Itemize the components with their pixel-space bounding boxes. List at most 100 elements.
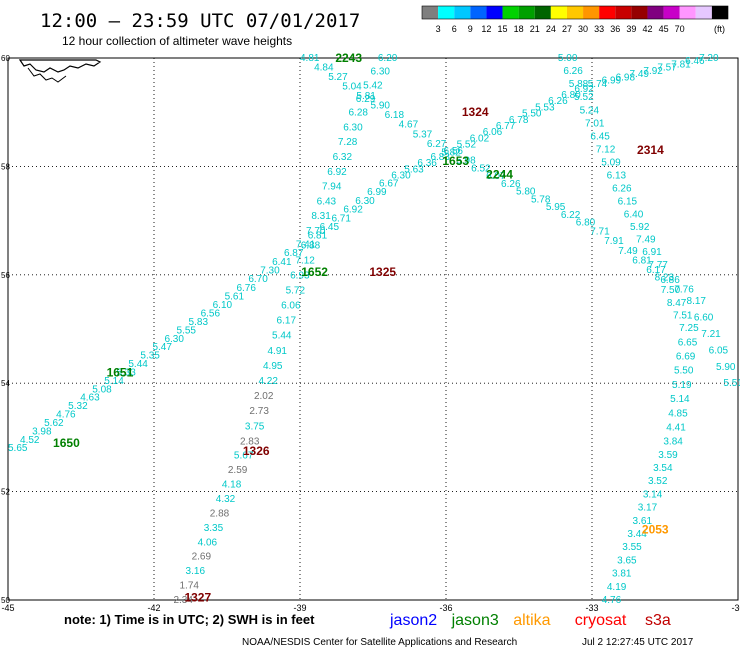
- swh-value: 7.28: [338, 137, 358, 148]
- swh-value: 6.18: [385, 110, 405, 121]
- swh-value: 6.71: [331, 213, 351, 224]
- swh-value: 6.56: [201, 309, 221, 320]
- longitude-tick-label: -42: [147, 603, 160, 613]
- swh-value: 7.21: [701, 329, 721, 340]
- swh-value: 5.37: [413, 129, 433, 140]
- swh-value: 7.57: [657, 63, 677, 74]
- swh-value: 3.44: [627, 529, 647, 540]
- latitude-tick-label: 54: [1, 379, 10, 388]
- colorbar-tick: 30: [578, 24, 588, 34]
- swh-value: 7.49: [618, 246, 638, 257]
- swh-value: 5.50: [674, 366, 694, 377]
- pass-id-label: 1324: [462, 105, 489, 119]
- swh-value: 6.87: [284, 248, 304, 259]
- swh-value: 5.09: [601, 158, 621, 169]
- pass-id-label: 1652: [301, 265, 328, 279]
- swh-value: 3.54: [653, 463, 673, 474]
- swh-value: 5.82: [441, 148, 461, 159]
- swh-value: 5.44: [272, 331, 292, 342]
- colorbar-unit: (ft): [714, 24, 725, 34]
- swh-value: 5.08: [92, 384, 112, 395]
- swh-value: 5.81: [356, 91, 376, 102]
- swh-value: 6.30: [343, 122, 363, 133]
- pass-id-label: 2053: [642, 523, 669, 537]
- swh-value: 6.07: [486, 171, 506, 182]
- longitude-tick-label: -33: [585, 603, 598, 613]
- colorbar-swatch: [518, 6, 535, 19]
- swh-value: 5.90: [370, 101, 390, 112]
- swh-value: 6.77: [496, 121, 516, 132]
- colorbar-tick: 70: [675, 24, 685, 34]
- swh-value: 6.45: [320, 222, 340, 233]
- colorbar-tick: 33: [594, 24, 604, 34]
- swh-value: 3.17: [638, 503, 658, 514]
- satellite-name: altika: [513, 612, 550, 629]
- pass-id-label: 1650: [53, 436, 80, 450]
- colorbar-swatch: [599, 6, 616, 19]
- swh-value: 5.50: [522, 109, 542, 120]
- swh-value: 6.06: [483, 127, 503, 138]
- swh-value: 4.91: [268, 346, 288, 357]
- swh-value: 5.78: [531, 194, 551, 205]
- pass-labels: 2243 1324 2314 1653 2244 1652 1325 1651 1650 1326…: [53, 51, 669, 604]
- swh-value: 6.30: [355, 196, 375, 207]
- swh-value: 6.67: [379, 179, 399, 190]
- swh-value: 6.46: [685, 56, 705, 67]
- latitude-tick-label: 58: [1, 162, 10, 171]
- swh-value: 3.55: [622, 542, 642, 553]
- swh-value: 8.47: [667, 298, 687, 309]
- colorbar-swatch: [502, 6, 519, 19]
- swh-value: 3.84: [663, 437, 683, 448]
- footer-note: note: 1) Time is in UTC; 2) SWH is in fe…: [64, 612, 315, 627]
- swh-value: 6.88: [301, 241, 321, 252]
- colorbar-tick: 15: [498, 24, 508, 34]
- colorbar-swatch: [438, 6, 455, 19]
- swh-value: 7.25: [679, 323, 699, 334]
- swh-value: 6.92: [327, 167, 347, 178]
- swh-value: 6.13: [607, 171, 627, 182]
- swh-value: 7.50: [661, 285, 681, 296]
- swh-value: 6.20: [378, 53, 398, 64]
- colorbar-swatch: [534, 6, 551, 19]
- swh-value: 5.67: [234, 451, 254, 462]
- swh-value: 6.43: [317, 196, 337, 207]
- swh-value: 6.80: [576, 218, 596, 229]
- swh-value: 4.19: [607, 582, 627, 593]
- swh-value: 6.27: [427, 139, 447, 150]
- graticule: [8, 58, 738, 600]
- swh-value: 6.10: [213, 300, 233, 311]
- satellite-name: s3a: [645, 612, 671, 629]
- swh-value: 6.32: [333, 152, 353, 163]
- colorbar-tick: 27: [562, 24, 572, 34]
- longitude-labels: -45 -42 -39 -36 -33 -30: [1, 603, 740, 613]
- swh-value: 5.19: [672, 380, 692, 391]
- swh-value: 6.70: [248, 274, 268, 285]
- pass-id-label: 1325: [369, 265, 396, 279]
- satellite-name: cryosat: [575, 612, 627, 629]
- swh-value: 6.93: [290, 270, 310, 281]
- swh-value: 5.90: [716, 362, 736, 373]
- swh-value: 4.63: [80, 393, 100, 404]
- swh-value: 6.99: [602, 76, 622, 87]
- swh-value: 3.81: [612, 569, 632, 580]
- swh-value: 6.36: [417, 158, 437, 169]
- swh-value: 5.42: [363, 80, 383, 91]
- swh-value: 7.12: [295, 255, 315, 266]
- swh-value: 5.88: [569, 79, 589, 90]
- swh-value: 5.53: [535, 102, 555, 113]
- swh-value: 6.30: [391, 171, 411, 182]
- swh-value: 6.60: [694, 312, 714, 323]
- swh-value: 4.95: [263, 361, 283, 372]
- swh-value: 5.44: [128, 359, 148, 370]
- latitude-tick-label: 56: [1, 271, 10, 280]
- swh-value: 6.52: [471, 163, 491, 174]
- swh-value: 4.67: [399, 120, 419, 131]
- swh-value: 3.98: [32, 426, 52, 437]
- colorbar-border: [421, 5, 729, 20]
- swh-value: 7.51: [673, 310, 693, 321]
- colorbar-swatch: [615, 6, 632, 19]
- swh-value: 4.81: [300, 53, 320, 64]
- swh-value: 6.02: [470, 133, 490, 144]
- swh-value: 5.52: [457, 140, 477, 151]
- pass-id-label: 2314: [637, 143, 664, 157]
